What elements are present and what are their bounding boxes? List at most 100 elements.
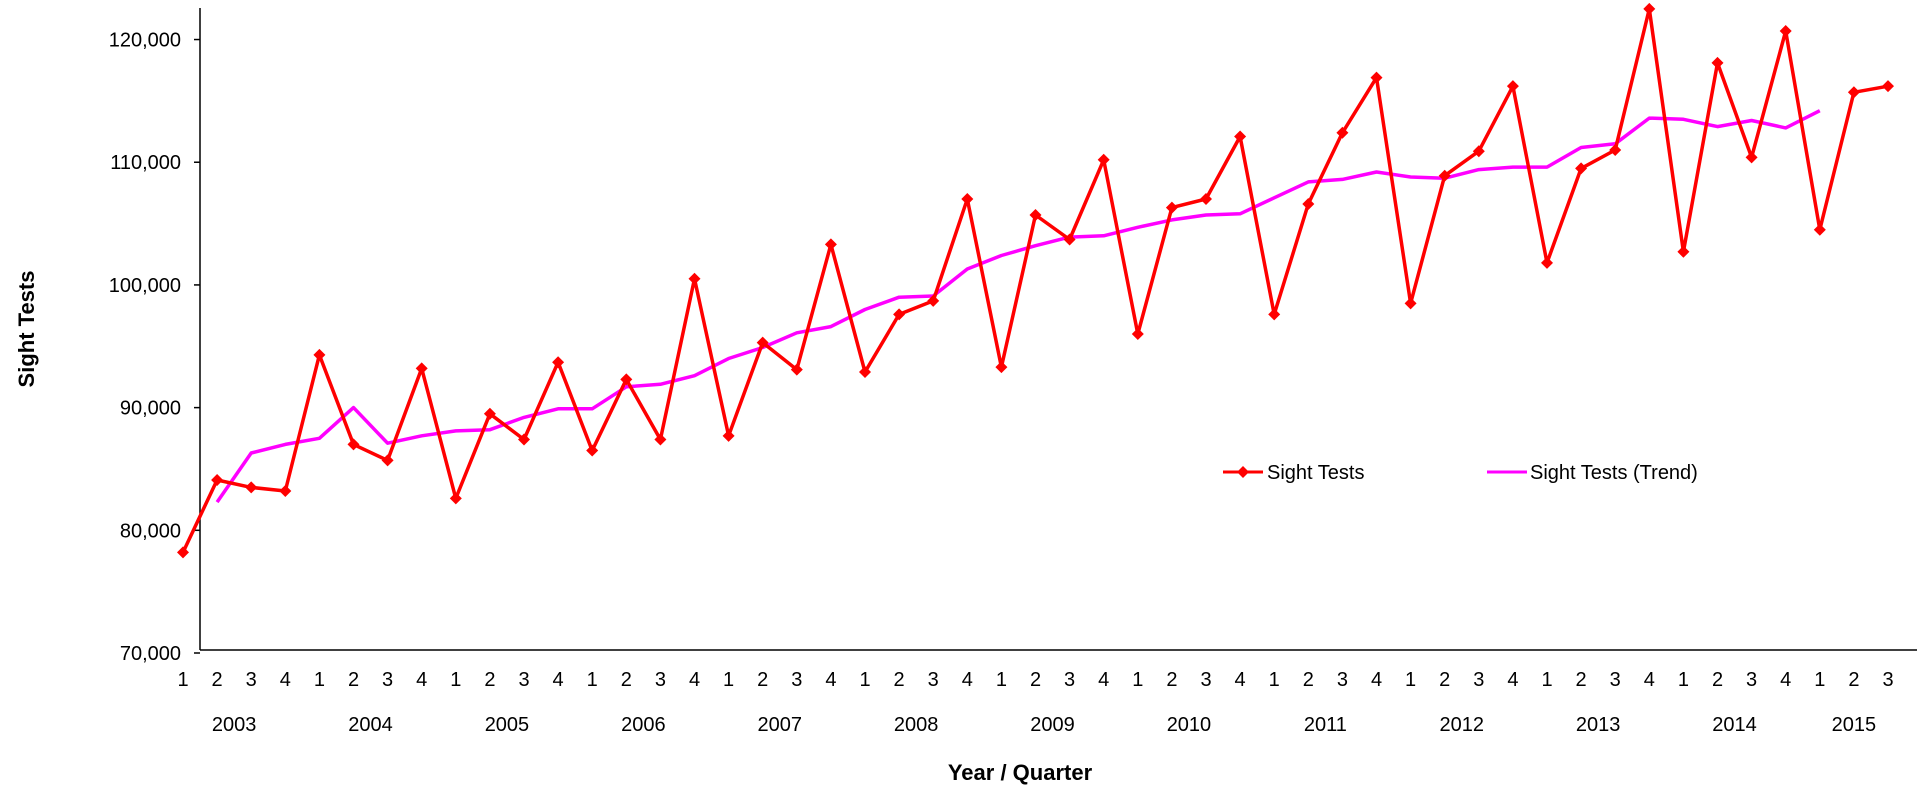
data-point-sight-tests: [1268, 308, 1281, 321]
x-tick-label: 1: [1405, 669, 1416, 691]
data-point-sight-tests: [518, 433, 530, 446]
data-point-sight-tests: [449, 492, 462, 505]
year-label: 2007: [758, 714, 803, 736]
year-label: 2004: [348, 714, 393, 736]
x-tick-label: 1: [177, 669, 188, 691]
data-point-sight-tests: [552, 356, 565, 369]
data-point-sight-tests: [722, 429, 735, 442]
legend-item-sight-tests-trend: Sight Tests (Trend): [1487, 462, 1698, 484]
data-point-sight-tests: [1165, 201, 1178, 214]
x-tick-label: 3: [382, 669, 393, 691]
data-point-sight-tests: [1643, 2, 1656, 15]
data-point-sight-tests: [893, 308, 906, 321]
x-tick-label: 1: [996, 669, 1007, 691]
year-label: 2009: [1030, 714, 1075, 736]
y-axis-ticks: 70,000 80,000 90,000 100,000 110,000 120,000: [109, 30, 200, 665]
x-tick-label: 3: [1610, 669, 1621, 691]
data-point-sight-tests: [995, 361, 1008, 374]
y-axis-title: Sight Tests: [14, 271, 39, 388]
data-point-sight-tests: [586, 444, 599, 457]
data-point-sight-tests: [1404, 297, 1417, 310]
x-tick-label: 3: [518, 669, 529, 691]
data-point-sight-tests: [1847, 86, 1860, 99]
x-tick-label: 2: [212, 669, 223, 691]
data-point-sight-tests: [1711, 56, 1724, 69]
x-tick-label: 2: [1712, 669, 1723, 691]
y-tick-label: 90,000: [120, 398, 181, 420]
data-point-sight-tests: [1097, 153, 1110, 166]
x-tick-label: 4: [689, 669, 700, 691]
legend-item-sight-tests: Sight Tests: [1223, 462, 1364, 484]
x-tick-label: 2: [894, 669, 905, 691]
data-point-sight-tests: [483, 407, 496, 420]
y-tick-label: 100,000: [109, 275, 181, 297]
x-tick-label: 1: [1814, 669, 1825, 691]
data-point-sight-tests: [620, 373, 633, 386]
year-label: 2006: [621, 714, 666, 736]
x-tick-label: 1: [1541, 669, 1552, 691]
x-tick-label: 2: [1303, 669, 1314, 691]
x-tick-label: 2: [484, 669, 495, 691]
data-point-sight-tests: [415, 362, 428, 375]
data-point-sight-tests: [1234, 130, 1247, 143]
data-point-sight-tests: [279, 485, 292, 498]
x-tick-label: 3: [246, 669, 257, 691]
year-label: 2015: [1832, 714, 1877, 736]
data-point-sight-tests: [381, 454, 394, 467]
data-point-sight-tests: [1336, 126, 1349, 139]
data-point-sight-tests: [1813, 223, 1826, 236]
data-point-sight-tests: [961, 193, 974, 206]
x-tick-label: 1: [723, 669, 734, 691]
data-point-sight-tests: [245, 481, 258, 494]
plot-area: [177, 2, 1894, 559]
y-tick-label: 110,000: [110, 152, 181, 174]
legend-label-sight-tests: Sight Tests: [1267, 462, 1364, 484]
year-label: 2012: [1440, 714, 1485, 736]
x-tick-label: 3: [655, 669, 666, 691]
x-tick-label: 3: [1200, 669, 1211, 691]
data-point-sight-tests: [790, 363, 803, 376]
data-point-sight-tests: [654, 433, 667, 446]
data-point-sight-tests: [756, 336, 769, 349]
x-tick-label: 4: [416, 669, 427, 691]
year-label: 2003: [212, 714, 257, 736]
data-point-sight-tests: [1063, 233, 1076, 246]
data-point-sight-tests: [859, 366, 871, 379]
data-point-sight-tests: [1882, 80, 1894, 93]
x-tick-label: 2: [1166, 669, 1177, 691]
data-point-sight-tests: [1609, 143, 1622, 156]
data-point-sight-tests: [824, 238, 837, 251]
x-tick-label: 3: [791, 669, 802, 691]
data-point-sight-tests: [1029, 208, 1042, 221]
x-tick-label: 4: [280, 669, 291, 691]
x-axis-quarter-labels: 1 2 3 4 1 2 3 4 1 2 3 4 1 2 3 4 1 2 3 4 1 2 3 4 1 2 3 4 1 2 3 4 1 2 3 4 1 2 3 4…: [177, 669, 1893, 691]
x-tick-label: 3: [1473, 669, 1484, 691]
data-point-sight-tests: [1370, 71, 1383, 84]
year-label: 2013: [1576, 714, 1621, 736]
legend-label-sight-tests-trend: Sight Tests (Trend): [1530, 462, 1698, 484]
x-tick-label: 1: [859, 669, 870, 691]
legend-marker-sight-tests: [1237, 466, 1249, 478]
x-tick-label: 4: [1235, 669, 1246, 691]
x-tick-label: 3: [1337, 669, 1348, 691]
y-tick-label: 80,000: [120, 520, 181, 542]
x-tick-label: 1: [1678, 669, 1689, 691]
data-point-sight-tests: [177, 546, 189, 559]
x-axis-title: Year / Quarter: [948, 760, 1093, 785]
data-point-sight-tests: [347, 438, 360, 451]
x-tick-label: 3: [1064, 669, 1075, 691]
data-point-sight-tests: [688, 272, 701, 285]
year-label: 2005: [485, 714, 530, 736]
data-point-sight-tests: [1438, 169, 1451, 182]
x-tick-label: 2: [348, 669, 359, 691]
data-point-sight-tests: [1472, 145, 1485, 158]
data-point-sight-tests: [1745, 151, 1758, 164]
x-tick-label: 2: [621, 669, 632, 691]
x-tick-label: 4: [1644, 669, 1655, 691]
x-tick-label: 3: [1882, 669, 1893, 691]
year-label: 2011: [1304, 714, 1347, 736]
x-tick-label: 1: [314, 669, 325, 691]
x-tick-label: 2: [757, 669, 768, 691]
data-point-sight-tests: [1575, 162, 1588, 175]
